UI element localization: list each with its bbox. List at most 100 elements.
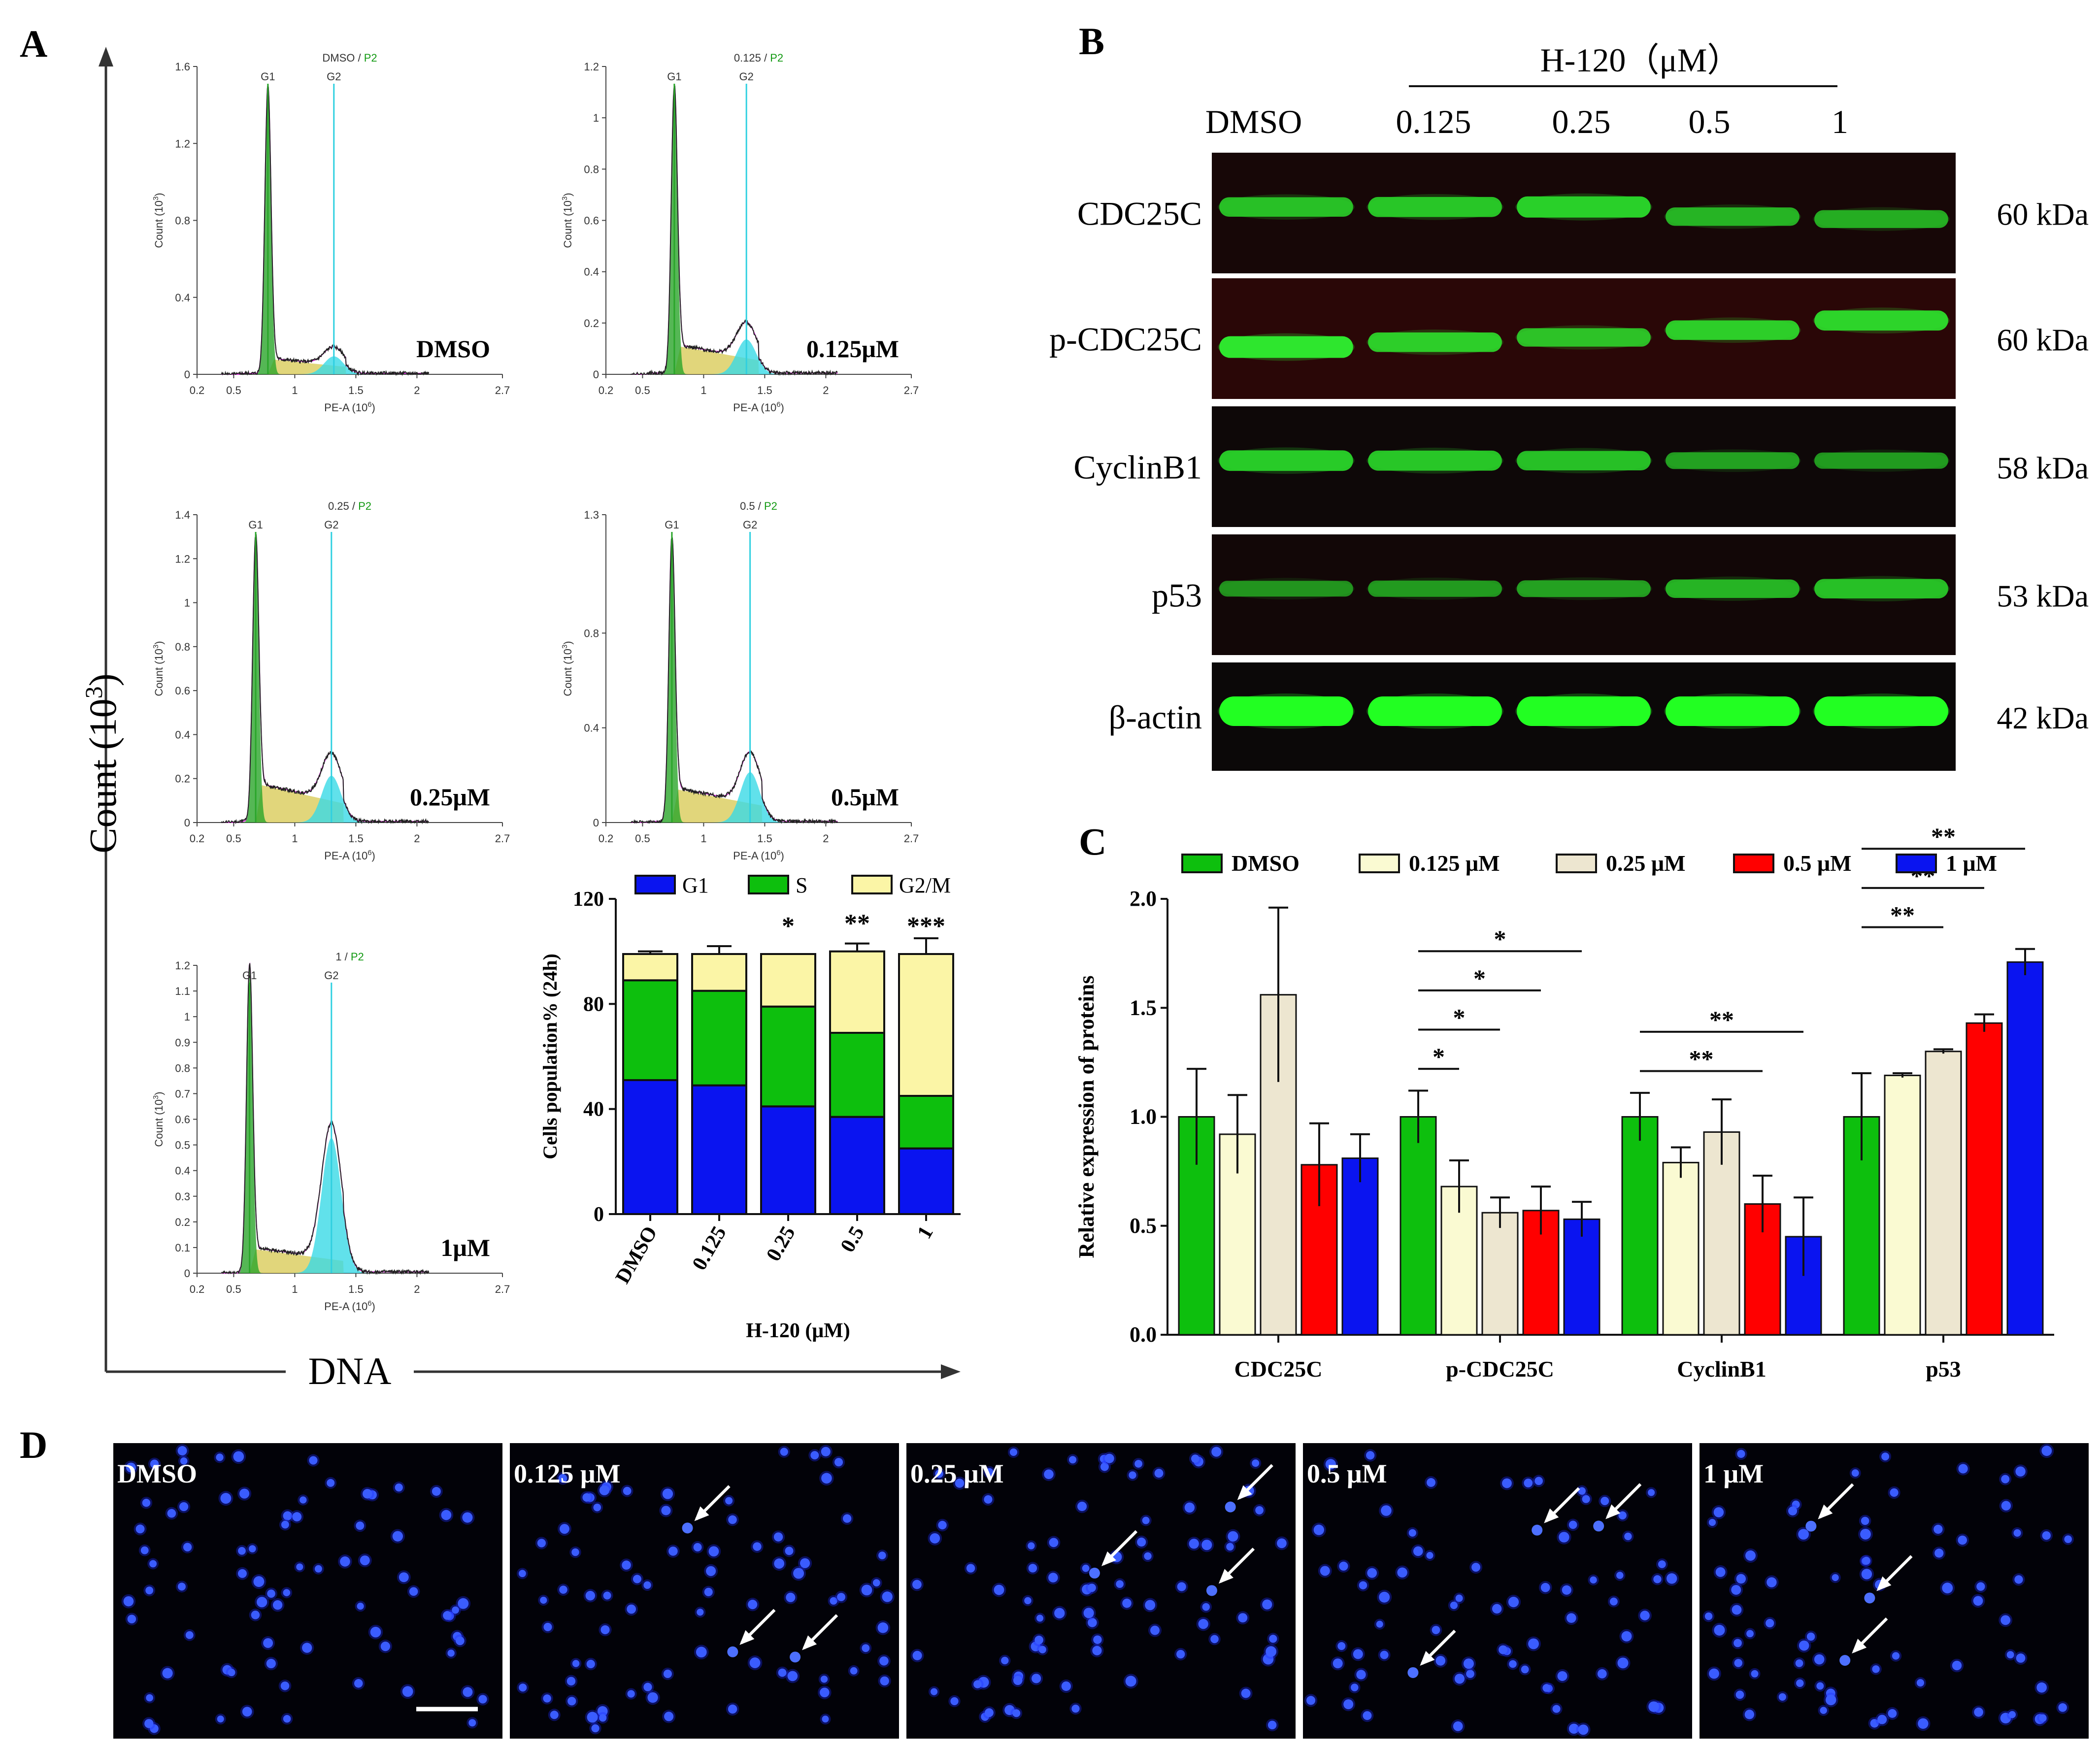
fluor-nucleus [862, 1644, 870, 1652]
fluor-nucleus [1241, 1688, 1251, 1698]
hist-data-curve [630, 83, 838, 376]
hist-xtick-label: 1.5 [757, 384, 772, 396]
fluor-nucleus [140, 1546, 149, 1554]
fluor-nucleus [1746, 1630, 1754, 1638]
fluor-nucleus [257, 1597, 267, 1608]
fluor-nucleus [1266, 1646, 1277, 1657]
fluor-nucleus [1751, 1670, 1759, 1678]
fluor-nucleus [1820, 1707, 1827, 1714]
blot-band [1517, 451, 1651, 471]
fluor-nucleus [1087, 1583, 1096, 1592]
hist-xtick-label: 0.2 [190, 832, 205, 845]
fluor-nucleus [663, 1669, 672, 1678]
fluor-arrow-head [694, 1506, 709, 1521]
fluor-nucleus [550, 1711, 559, 1719]
fluor-nucleus [1176, 1649, 1185, 1659]
fluor-nucleus [599, 1485, 609, 1495]
fluor-nucleus [1648, 1701, 1659, 1712]
fluor-nucleus [1269, 1635, 1277, 1643]
fluor-nucleus [693, 1543, 702, 1551]
fluor-nucleus [2000, 1615, 2011, 1625]
hist-xtick-label: 1.5 [757, 832, 772, 845]
panelA-dna-label: DNA [308, 1350, 392, 1392]
blot-band [1368, 450, 1502, 471]
hist-xlabel: PE-A (106) [733, 400, 784, 414]
bar-legend-label: 0.125 μM [1409, 851, 1500, 876]
fluor-nucleus [1624, 1532, 1632, 1541]
fluor-nucleus [1502, 1478, 1512, 1488]
fluor-nucleus [1012, 1709, 1021, 1717]
fluor-nucleus [280, 1681, 290, 1690]
fluor-nucleus [2006, 1651, 2014, 1659]
fluor-nucleus [1540, 1582, 1550, 1592]
fluor-nucleus [1616, 1572, 1624, 1579]
fluor-nucleus [1892, 1652, 1900, 1660]
fluor-arrow-head [1237, 1485, 1252, 1500]
fluor-nucleus [1426, 1552, 1433, 1559]
hist-condition-label: DMSO [416, 335, 490, 363]
hist-g2-label: G2 [324, 969, 338, 982]
histogram-1: 00.20.40.60.811.20.2 0.5 1 1.5 2 2.7PE-A (106… [561, 52, 919, 414]
fluor-nucleus [1028, 1564, 1037, 1573]
bar-0.25 μM-p-CDC25C [1481, 1212, 1519, 1336]
bar-xtick-label: CDC25C [1234, 1356, 1323, 1382]
fluor-nucleus [1814, 1654, 1825, 1665]
blot-band [1666, 207, 1800, 226]
fluor-nucleus [1350, 1683, 1359, 1691]
fluor-nucleus [1001, 1656, 1009, 1665]
fluor-nucleus [1343, 1699, 1354, 1710]
hist-ytick-label: 0.2 [175, 773, 190, 785]
fluor-arrow [1839, 1617, 1888, 1666]
hist-xtick-label: 0.2 [190, 384, 205, 396]
fluor-nucleus [1788, 1506, 1798, 1516]
hist-xtick-label: 0.2 [599, 832, 614, 845]
hist-ytick-label: 0.6 [175, 1114, 190, 1126]
fluor-nucleus [1562, 1585, 1571, 1595]
fluor-nucleus [1559, 1532, 1569, 1543]
fluor-nucleus [728, 1704, 737, 1714]
hist-data-curve [221, 84, 430, 376]
hist-ytick-label: 0.4 [584, 722, 599, 734]
fluor-nucleus [1024, 1597, 1032, 1605]
fluor-nucleus [1816, 1682, 1824, 1690]
fluor-arrow-head [1876, 1576, 1892, 1591]
stacked-significance: ** [844, 910, 870, 938]
hist-condition-label: 0.5μM [831, 783, 899, 811]
fluor-nucleus [370, 1626, 381, 1638]
fluor-nucleus [880, 1676, 889, 1686]
fluor-nucleus [281, 1520, 289, 1529]
fluor-nucleus [1134, 1460, 1142, 1468]
bar-ytick-label: 1.0 [1130, 1105, 1157, 1129]
fluor-nucleus [603, 1591, 611, 1600]
blot-protein-label: β-actin [1109, 698, 1202, 736]
fluor-nucleus [1034, 1635, 1043, 1645]
stacked-ytick-label: 40 [583, 1098, 604, 1121]
fluor-nucleus [780, 1448, 788, 1456]
fluor-nucleus [1862, 1556, 1870, 1565]
stacked-bar-S-DMSO [622, 979, 678, 1082]
fluor-image-3: 0.5 μM [1303, 1443, 1692, 1739]
fluor-nucleus [1732, 1605, 1742, 1615]
fluor-nucleus [462, 1512, 473, 1523]
fluor-nucleus [1339, 1561, 1348, 1571]
fluor-nucleus [237, 1569, 247, 1578]
blot-protein-label: p53 [1152, 577, 1202, 614]
fluor-nucleus [1177, 1582, 1186, 1591]
fluor-nucleus [1125, 1676, 1136, 1687]
fluor-nucleus [950, 1697, 959, 1706]
blot-β-actin [1212, 662, 1956, 771]
fluor-nucleus [966, 1564, 975, 1573]
blot-band [1368, 696, 1502, 726]
hist-xtick-label: 1.5 [348, 832, 364, 845]
fluor-nucleus [1363, 1711, 1372, 1720]
fluor-nucleus [879, 1656, 889, 1666]
fluor-nucleus [1766, 1618, 1774, 1628]
fluor-nucleus [785, 1547, 794, 1555]
fluor-nucleus [1189, 1539, 1199, 1549]
fluor-nucleus [1150, 1625, 1160, 1635]
fluor-image-1: 0.125 μM [510, 1443, 899, 1739]
fluor-nucleus [1860, 1528, 1871, 1540]
fluor-nucleus [1376, 1620, 1383, 1628]
hist-ytick-label: 0 [593, 817, 599, 829]
fluor-nucleus [1870, 1719, 1879, 1728]
